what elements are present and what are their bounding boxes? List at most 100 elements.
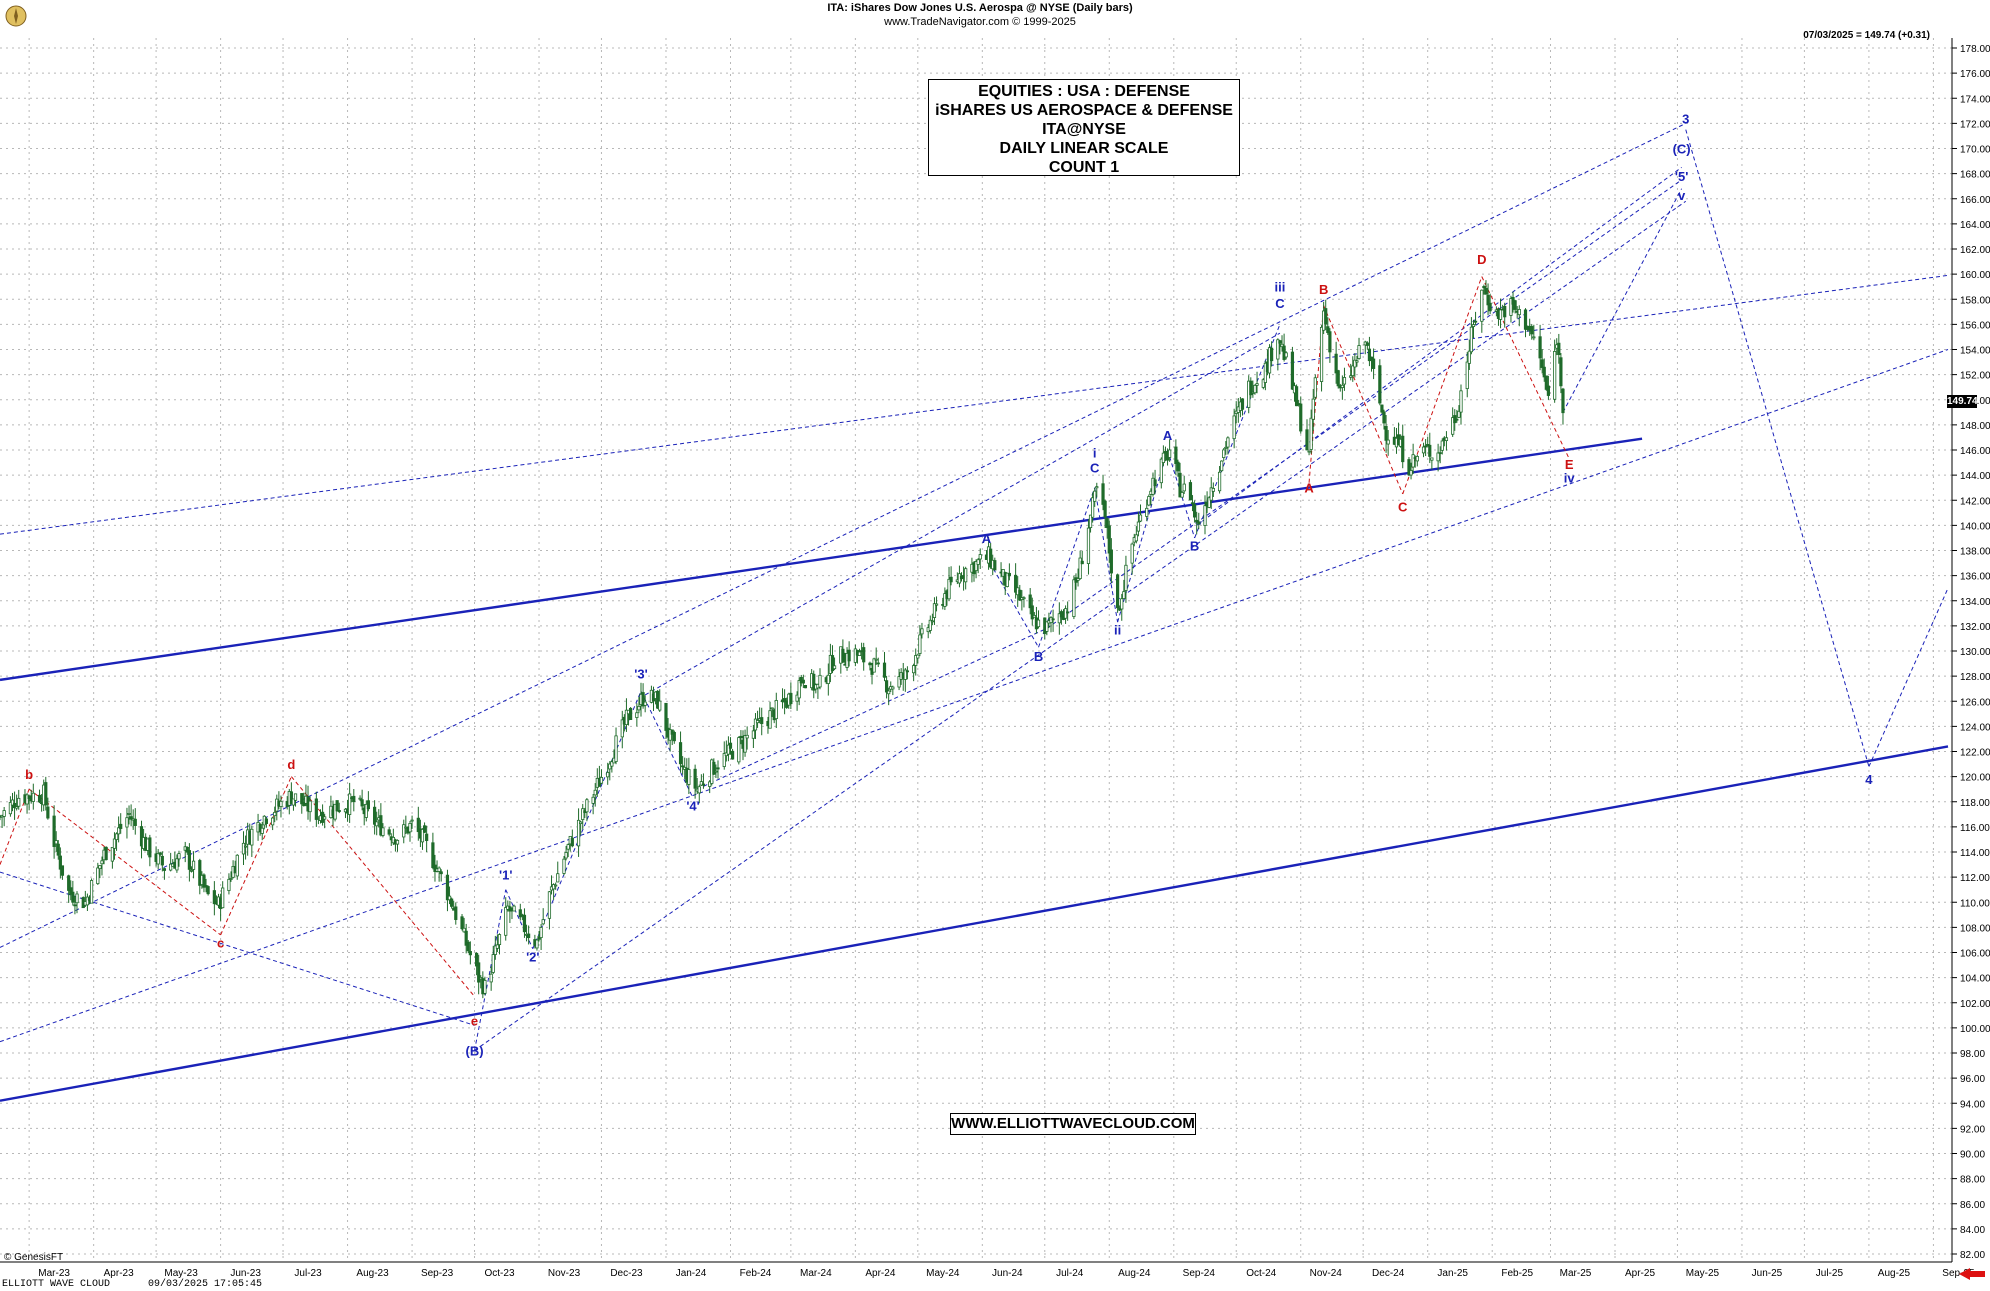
info-line-3: ITA@NYSE	[1042, 121, 1126, 138]
candle-body-up	[348, 793, 352, 815]
wave-label: (C)	[1673, 142, 1691, 157]
scroll-right-arrow-icon[interactable]	[1958, 1267, 1986, 1281]
candle-body-up	[75, 893, 79, 904]
candle-body-up	[620, 719, 624, 738]
candle-body-up	[25, 794, 29, 805]
candle-body-up	[581, 808, 585, 820]
candle-body-up	[2, 810, 6, 817]
candle-body-down	[701, 783, 706, 786]
candle-body-down	[454, 906, 458, 920]
candle-body-down	[1278, 340, 1282, 344]
candle-body-down	[1028, 594, 1032, 609]
candle-body-down	[1116, 574, 1120, 609]
candle-body-up	[768, 710, 772, 729]
candle-body-down	[1488, 302, 1492, 312]
candle-body-up	[1036, 619, 1041, 628]
candle-body-up	[614, 735, 618, 762]
time-tick-label: Jul-25	[1816, 1268, 1844, 1279]
candle-body-up	[1357, 345, 1361, 359]
candle-body-up	[1307, 450, 1311, 453]
candle-body-up	[169, 863, 173, 871]
candle-body-up	[1222, 449, 1226, 459]
candle-body-down	[1109, 549, 1113, 574]
candle-body-up	[932, 603, 937, 618]
b-to-5-line	[1046, 179, 1682, 629]
info-line-1: EQUITIES : USA : DEFENSE	[978, 83, 1190, 100]
candle-body-up	[551, 884, 556, 890]
candle-body-down	[1559, 357, 1563, 387]
candle-body-up	[364, 803, 368, 818]
price-tick-label: 168.00	[1960, 170, 1990, 181]
candle-body-down	[52, 815, 56, 847]
candle-body-down	[67, 875, 71, 891]
candle-body-down	[712, 761, 716, 775]
wave-label: e	[471, 1013, 478, 1028]
candle-body-down	[450, 898, 454, 907]
candle-body-up	[1207, 497, 1211, 508]
price-tick-label: 132.00	[1960, 622, 1990, 633]
time-tick-label: Sep-25	[1942, 1268, 1975, 1279]
candle-body-down	[1546, 385, 1551, 396]
candle-body-down	[1367, 348, 1372, 362]
red-triangle-leg	[290, 776, 475, 997]
candle-body-up	[462, 927, 466, 933]
time-tick-label: Apr-25	[1625, 1268, 1655, 1279]
price-tick-label: 100.00	[1960, 1024, 1990, 1035]
candle-body-up	[918, 634, 922, 654]
candle-body-up	[1232, 415, 1236, 440]
candle-body-down	[466, 941, 470, 952]
candle-body-down	[1530, 326, 1534, 335]
candle-body-down	[264, 818, 268, 824]
price-tick-label: 158.00	[1960, 295, 1990, 306]
candle-body-up	[874, 658, 878, 661]
candle-body-up	[753, 718, 758, 731]
candle-body-up	[189, 869, 194, 872]
candle-body-down	[730, 750, 735, 760]
price-tick-label: 166.00	[1960, 195, 1990, 206]
candle-body-up	[943, 593, 947, 607]
candle-body-up	[1091, 497, 1095, 518]
candle-body-down	[289, 791, 293, 804]
candle-body-up	[606, 772, 610, 778]
candle-body-up	[1209, 487, 1213, 501]
candle-body-up	[1226, 437, 1230, 448]
candle-body-up	[1517, 309, 1521, 316]
red-triangle-leg	[1323, 305, 1404, 495]
price-tick-label: 154.00	[1960, 346, 1990, 357]
candle-body-down	[1249, 380, 1253, 396]
time-tick-label: Jun-24	[992, 1268, 1023, 1279]
candle-body-up	[564, 852, 568, 859]
candle-body-down	[1482, 286, 1486, 289]
candle-body-up	[1440, 440, 1444, 451]
candle-body-down	[1382, 411, 1386, 424]
settings-icon[interactable]	[2, 2, 30, 30]
price-tick-label: 102.00	[1960, 999, 1990, 1010]
candle-body-down	[44, 782, 48, 806]
wave-label: B	[1319, 282, 1328, 297]
candle-body-up	[1045, 621, 1049, 632]
candle-body-up	[1095, 486, 1099, 489]
wave4-lower-line	[696, 627, 1048, 790]
candle-body-down	[1334, 353, 1338, 374]
candle-body-down	[1153, 479, 1157, 487]
candle-body-down	[1540, 359, 1544, 368]
candle-body-up	[1147, 496, 1151, 506]
time-tick-label: Dec-24	[1372, 1268, 1405, 1279]
candle-body-down	[464, 930, 468, 946]
candle-body-up	[1355, 360, 1359, 363]
wave-label: c	[217, 935, 224, 950]
candle-body-down	[198, 860, 202, 886]
candle-body-up	[1313, 377, 1317, 398]
last-quote: 07/03/2025 = 149.74 (+0.31)	[1803, 30, 1930, 41]
candle-body-down	[1014, 574, 1018, 593]
candle-body-up	[1340, 384, 1344, 388]
candle-body-up	[920, 628, 924, 635]
candle-body-up	[1421, 446, 1426, 454]
candle-body-down	[187, 850, 191, 870]
candle-body-up	[420, 828, 425, 843]
candle-body-down	[1484, 287, 1488, 295]
candle-body-down	[862, 647, 866, 663]
candle-body-down	[337, 810, 341, 813]
time-tick-label: Jun-23	[230, 1268, 261, 1279]
candle-body-up	[479, 977, 483, 980]
